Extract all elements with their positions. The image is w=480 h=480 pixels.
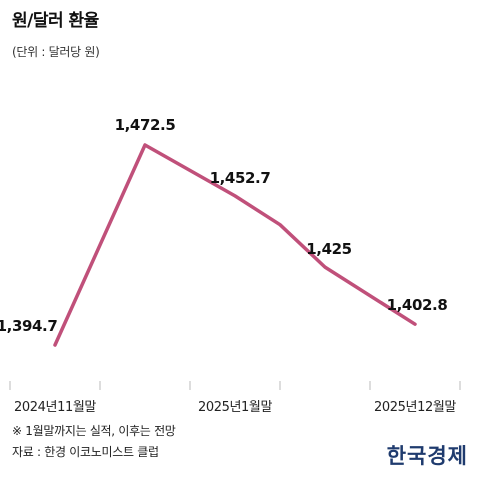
data-label: 1,472.5 (115, 116, 176, 134)
x-tick-label: 2025년1월말 (198, 400, 272, 415)
data-label: 1,402.8 (387, 296, 448, 314)
data-label: 1,425 (306, 240, 351, 258)
series-line (53, 143, 417, 347)
x-tick-label: 2024년11월말 (14, 400, 96, 415)
source-note: 자료 : 한경 이코노미스트 클럽 (12, 445, 159, 459)
data-label: 1,394.7 (0, 317, 57, 335)
x-tick-label: 2025년12월말 (374, 400, 456, 415)
footnote: ※ 1월말까지는 실적, 이후는 전망 (12, 424, 176, 438)
data-labels: 1,394.7 1,472.5 1,452.7 1,425 1,402.8 (0, 116, 448, 335)
x-tick-labels: 2024년11월말 2025년1월말 2025년12월말 (14, 400, 457, 415)
x-axis-ticks (9, 381, 461, 390)
chart-subtitle: (단위 : 달러당 원) (12, 45, 100, 59)
chart-title: 원/달러 환율 (12, 11, 99, 31)
data-label: 1,452.7 (210, 169, 271, 187)
brand-logo: 한국경제 (386, 443, 468, 468)
